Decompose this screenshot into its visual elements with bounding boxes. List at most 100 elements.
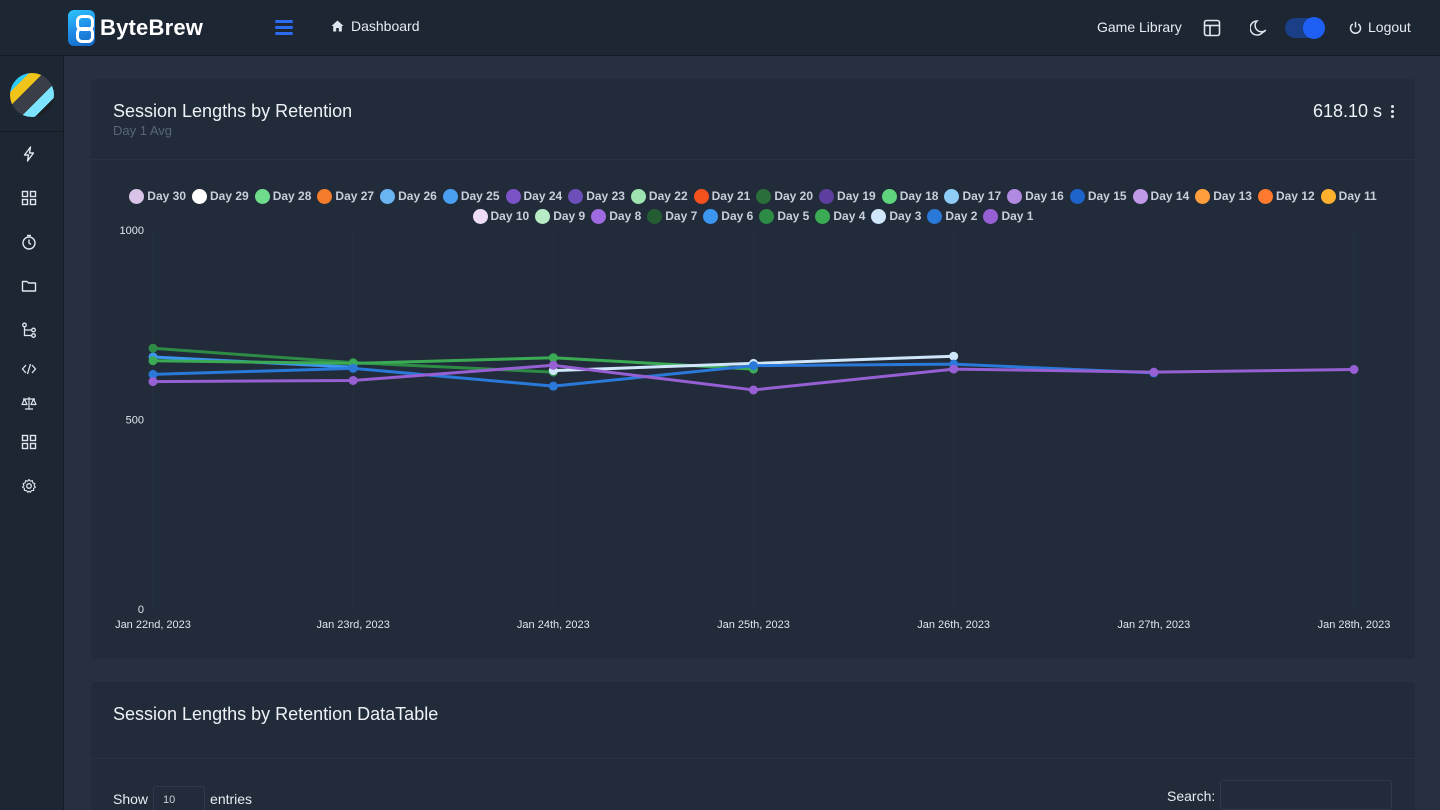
legend-label: Day 21	[711, 189, 751, 203]
sidebar-divider	[0, 131, 63, 132]
more-options-icon[interactable]	[1388, 105, 1396, 119]
x-tick-label: Jan 27th, 2023	[1117, 619, 1190, 631]
settings-icon[interactable]	[21, 478, 37, 494]
legend-item[interactable]: Day 10	[472, 208, 529, 224]
legend-label: Day 6	[721, 209, 754, 223]
legend-marker	[192, 188, 207, 204]
legend-label: Day 4	[833, 209, 866, 223]
legend-item[interactable]: Day 27	[317, 188, 375, 204]
legend-item[interactable]: Day 22	[630, 188, 688, 204]
legend-label: Day 3	[889, 209, 922, 223]
series-line	[152, 356, 754, 371]
legend-item[interactable]: Day 9	[535, 208, 586, 224]
x-tick-label: Jan 28th, 2023	[1318, 619, 1391, 631]
legend-marker	[759, 208, 775, 224]
data-point	[548, 353, 558, 363]
legend-item[interactable]: Day 12	[1257, 188, 1315, 204]
legend-item[interactable]: Day 21	[693, 188, 751, 204]
legend-marker	[927, 208, 943, 224]
y-tick-label: 1000	[120, 225, 144, 237]
legend-label: Day 16	[1025, 189, 1064, 203]
sidebar	[0, 56, 64, 810]
legend-marker	[819, 188, 835, 204]
legend-item[interactable]: Day 25	[442, 188, 500, 204]
legend-marker	[944, 188, 960, 204]
legend-item[interactable]: Day 30	[129, 188, 186, 204]
game-avatar[interactable]	[10, 73, 54, 117]
power-icon	[1349, 21, 1362, 34]
legend-item[interactable]: Day 2	[927, 208, 977, 224]
legend-marker	[1132, 188, 1148, 204]
legend-label: Day 30	[147, 189, 186, 203]
legend-label: Day 28	[272, 189, 312, 203]
brand-logo[interactable]: ByteBrew	[68, 10, 203, 46]
menu-toggle-icon[interactable]	[275, 20, 293, 36]
data-point	[148, 369, 158, 379]
legend-item[interactable]: Day 4	[815, 208, 866, 224]
legend-label: Day 22	[648, 189, 688, 203]
breadcrumb[interactable]: Dashboard	[331, 18, 420, 34]
legend-marker	[1320, 188, 1336, 204]
scale-icon[interactable]	[21, 395, 37, 411]
legend-item[interactable]: Day 23	[568, 188, 625, 204]
legend-label: Day 27	[335, 189, 375, 203]
legend-item[interactable]: Day 3	[871, 208, 922, 224]
legend-item[interactable]: Day 29	[192, 188, 249, 204]
legend-label: Day 9	[553, 209, 586, 223]
legend-marker	[693, 188, 709, 204]
apps-icon[interactable]	[21, 434, 37, 450]
moon-icon[interactable]	[1250, 19, 1268, 37]
legend-item[interactable]: Day 6	[703, 208, 754, 224]
legend-marker	[647, 208, 663, 224]
legend-marker	[703, 208, 719, 224]
legend-item[interactable]: Day 19	[819, 188, 876, 204]
legend-item[interactable]: Day 24	[505, 188, 562, 204]
home-icon	[331, 20, 344, 32]
legend-label: Day 17	[962, 189, 1002, 203]
legend-item[interactable]: Day 17	[944, 188, 1002, 204]
game-library-link[interactable]: Game Library	[1097, 19, 1182, 35]
legend-marker	[254, 188, 270, 204]
legend-label: Day 8	[609, 209, 642, 223]
logout-button[interactable]: Logout	[1349, 19, 1411, 35]
clock-icon[interactable]	[21, 234, 37, 250]
data-point	[348, 363, 358, 373]
legend-marker	[472, 208, 488, 224]
legend-label: Day 15	[1087, 189, 1127, 203]
legend-item[interactable]: Day 18	[881, 188, 938, 204]
folder-icon[interactable]	[21, 278, 37, 294]
legend-item[interactable]: Day 7	[647, 208, 697, 224]
lightning-icon[interactable]	[21, 146, 37, 162]
x-tick-label: Jan 22nd, 2023	[115, 619, 191, 631]
legend-item[interactable]: Day 14	[1132, 188, 1189, 204]
legend-label: Day 25	[460, 189, 500, 203]
legend-item[interactable]: Day 1	[983, 208, 1033, 224]
legend-item[interactable]: Day 20	[756, 188, 813, 204]
legend-marker	[756, 188, 772, 204]
search-input[interactable]	[1220, 780, 1392, 810]
flow-icon[interactable]	[21, 322, 37, 338]
legend-item[interactable]: Day 5	[759, 208, 809, 224]
legend-item[interactable]: Day 16	[1007, 188, 1064, 204]
breadcrumb-dashboard[interactable]: Dashboard	[351, 18, 420, 34]
legend-item[interactable]: Day 28	[254, 188, 312, 204]
data-point	[148, 343, 158, 353]
legend-item[interactable]: Day 15	[1069, 188, 1127, 204]
avg-value: 618.10 s	[1313, 101, 1383, 121]
legend-item[interactable]: Day 11	[1320, 188, 1377, 204]
legend-item[interactable]: Day 13	[1195, 188, 1252, 204]
bytebrew-logo-icon	[68, 10, 95, 46]
theme-toggle[interactable]	[1285, 17, 1325, 39]
data-point	[949, 364, 959, 374]
entries-select[interactable]: 10	[153, 786, 206, 810]
legend-marker	[1257, 188, 1273, 204]
layout-icon[interactable]	[1203, 19, 1221, 37]
grid-icon[interactable]	[21, 190, 37, 206]
legend-item[interactable]: Day 8	[591, 208, 642, 224]
code-icon[interactable]	[21, 361, 37, 377]
legend-item[interactable]: Day 26	[380, 188, 437, 204]
top-navbar: ByteBrew Dashboard Game Library Logout	[0, 0, 1440, 56]
y-tick-label: 0	[138, 604, 144, 616]
legend-marker	[871, 208, 887, 224]
card-title: Session Lengths by Retention	[113, 101, 353, 121]
